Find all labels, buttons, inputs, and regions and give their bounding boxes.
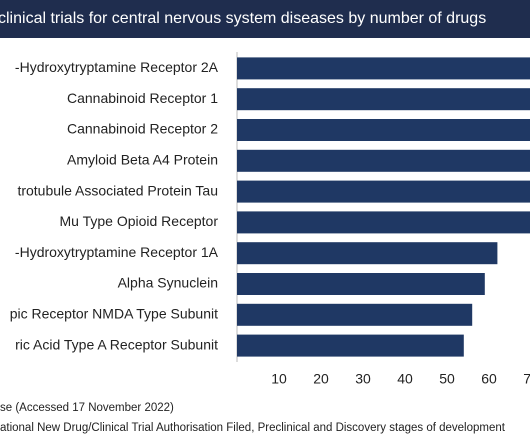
bar — [237, 303, 473, 326]
y-tick-label: -Hydroxytryptamine Receptor 1A — [15, 244, 219, 260]
footnote: ational New Drug/Clinical Trial Authoris… — [0, 422, 506, 434]
bar — [237, 211, 530, 234]
title-bar — [0, 0, 530, 38]
x-tick-label: 70 — [523, 371, 530, 387]
x-tick-label: 10 — [271, 371, 287, 387]
bar — [237, 149, 530, 172]
y-tick-label: Alpha Synuclein — [118, 275, 218, 291]
y-tick-label: Amyloid Beta A4 Protein — [67, 152, 218, 168]
bar — [237, 273, 485, 295]
bar — [237, 88, 530, 111]
chart-title: clinical trials for central nervous syst… — [0, 10, 486, 27]
bar — [237, 119, 530, 141]
bar — [237, 334, 464, 357]
y-tick-label: trotubule Associated Protein Tau — [17, 182, 218, 198]
x-tick-label: 40 — [397, 371, 413, 387]
x-tick-label: 60 — [481, 371, 497, 387]
y-tick-label: Cannabinoid Receptor 2 — [67, 121, 218, 137]
bar — [237, 57, 530, 80]
x-tick-label: 50 — [439, 371, 455, 387]
bar — [237, 242, 498, 265]
x-tick-label: 30 — [355, 371, 371, 387]
y-tick-label: Cannabinoid Receptor 1 — [67, 90, 218, 106]
footnote: se (Accessed 17 November 2022) — [0, 402, 174, 414]
bar — [237, 180, 530, 203]
y-tick-label: Mu Type Opioid Receptor — [60, 213, 219, 229]
x-tick-label: 20 — [313, 371, 329, 387]
y-tick-label: -Hydroxytryptamine Receptor 2A — [15, 59, 219, 75]
y-tick-label: pic Receptor NMDA Type Subunit — [10, 306, 218, 322]
y-tick-label: ric Acid Type A Receptor Subunit — [15, 336, 218, 352]
